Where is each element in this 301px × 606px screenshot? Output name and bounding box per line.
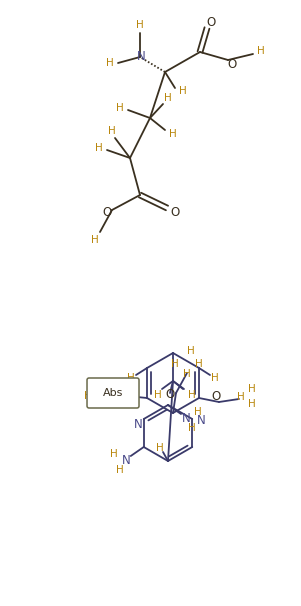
Text: H: H bbox=[187, 346, 195, 356]
Text: H: H bbox=[91, 235, 99, 245]
Text: O: O bbox=[206, 16, 216, 28]
Text: O: O bbox=[102, 207, 112, 219]
Text: Abs: Abs bbox=[103, 388, 123, 398]
Text: H: H bbox=[101, 394, 109, 404]
FancyBboxPatch shape bbox=[87, 378, 139, 408]
Text: O: O bbox=[211, 390, 221, 402]
Text: N: N bbox=[197, 413, 206, 427]
Text: H: H bbox=[164, 93, 172, 103]
Text: H: H bbox=[171, 359, 179, 369]
Text: O: O bbox=[227, 59, 237, 72]
Text: H: H bbox=[84, 391, 92, 401]
Text: O: O bbox=[170, 205, 180, 219]
Text: N: N bbox=[137, 50, 145, 62]
Text: N: N bbox=[182, 413, 190, 425]
Text: H: H bbox=[116, 103, 124, 113]
Text: N: N bbox=[133, 419, 142, 431]
Text: H: H bbox=[194, 407, 202, 417]
Text: H: H bbox=[188, 390, 196, 400]
Text: H: H bbox=[108, 126, 116, 136]
Text: H: H bbox=[195, 359, 203, 369]
Text: H: H bbox=[183, 369, 191, 379]
Text: N: N bbox=[121, 454, 130, 467]
Text: H: H bbox=[169, 129, 177, 139]
Text: H: H bbox=[106, 58, 114, 68]
Text: H: H bbox=[127, 373, 135, 383]
Text: H: H bbox=[136, 20, 144, 30]
Text: H: H bbox=[154, 390, 162, 400]
Text: H: H bbox=[248, 384, 256, 394]
Text: H: H bbox=[188, 423, 196, 433]
Text: H: H bbox=[156, 443, 164, 453]
Text: H: H bbox=[257, 46, 265, 56]
Text: H: H bbox=[116, 465, 124, 475]
Text: H: H bbox=[211, 373, 219, 383]
Text: H: H bbox=[237, 392, 245, 402]
Text: H: H bbox=[179, 86, 187, 96]
Text: H: H bbox=[110, 449, 118, 459]
Text: O: O bbox=[165, 388, 175, 402]
Text: H: H bbox=[92, 378, 100, 388]
Text: H: H bbox=[95, 143, 103, 153]
Text: H: H bbox=[248, 399, 256, 409]
